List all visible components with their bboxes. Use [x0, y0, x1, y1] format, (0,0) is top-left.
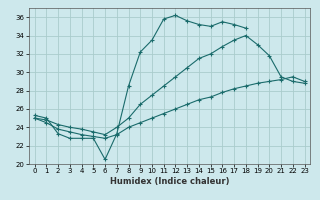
X-axis label: Humidex (Indice chaleur): Humidex (Indice chaleur)	[110, 177, 229, 186]
